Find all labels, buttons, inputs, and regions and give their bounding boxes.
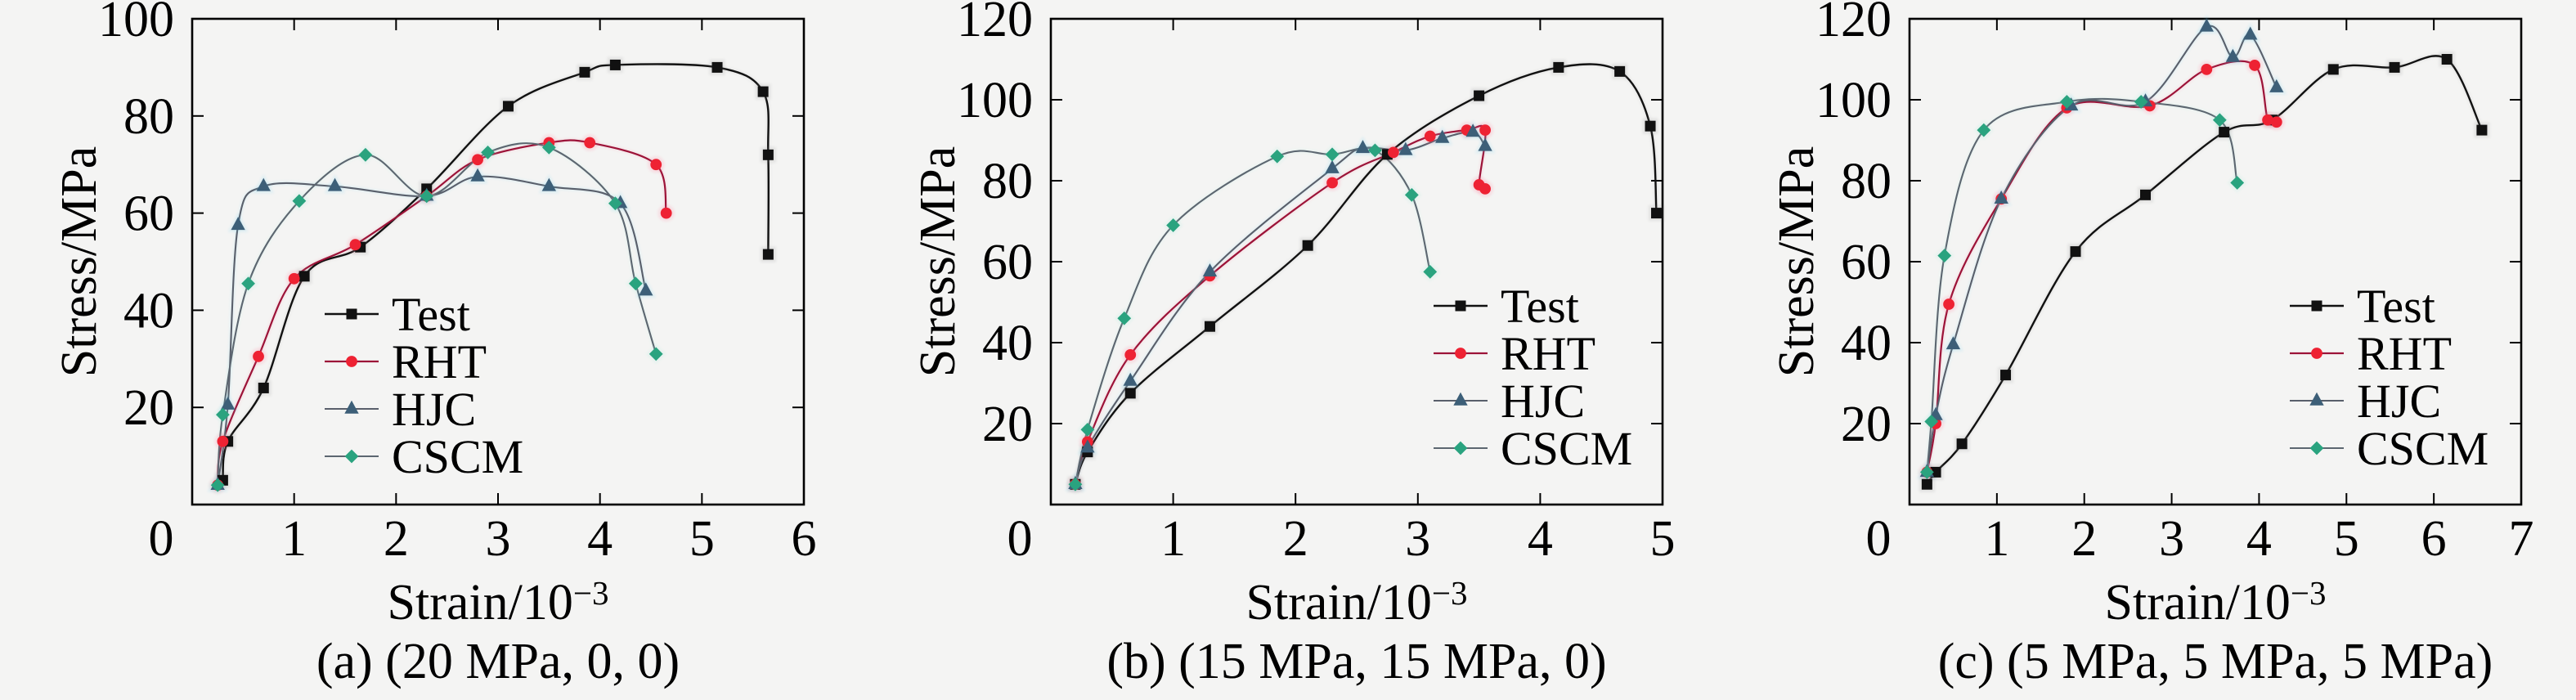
svg-text:CSCM: CSCM: [2357, 422, 2488, 475]
svg-text:RHT: RHT: [2357, 327, 2452, 380]
svg-text:RHT: RHT: [392, 335, 487, 388]
svg-text:60: 60: [123, 186, 174, 242]
svg-text:Test: Test: [2357, 280, 2435, 333]
svg-text:1: 1: [1160, 511, 1186, 567]
svg-text:20: 20: [982, 397, 1033, 452]
svg-text:0: 0: [149, 511, 174, 567]
svg-text:(a) (20 MPa, 0, 0): (a) (20 MPa, 0, 0): [316, 634, 680, 689]
svg-text:2: 2: [1283, 511, 1308, 567]
svg-text:CSCM: CSCM: [1501, 422, 1632, 475]
svg-text:6: 6: [2421, 511, 2447, 567]
svg-text:3: 3: [486, 511, 511, 567]
svg-text:5: 5: [689, 511, 715, 567]
svg-text:80: 80: [123, 89, 174, 145]
svg-text:80: 80: [982, 154, 1033, 209]
svg-text:20: 20: [1841, 397, 1892, 452]
svg-text:Stress/MPa: Stress/MPa: [1769, 146, 1824, 377]
svg-text:120: 120: [1815, 0, 1892, 47]
svg-text:3: 3: [1405, 511, 1430, 567]
svg-text:7: 7: [2509, 511, 2534, 567]
svg-text:80: 80: [1841, 154, 1892, 209]
svg-text:0: 0: [1866, 511, 1892, 567]
svg-text:5: 5: [2334, 511, 2359, 567]
svg-text:5: 5: [1650, 511, 1676, 567]
svg-text:2: 2: [2071, 511, 2097, 567]
svg-text:4: 4: [587, 511, 613, 567]
svg-text:CSCM: CSCM: [392, 430, 523, 483]
svg-text:Test: Test: [1501, 280, 1579, 333]
svg-text:(c) (5 MPa, 5 MPa, 5 MPa): (c) (5 MPa, 5 MPa, 5 MPa): [1938, 634, 2493, 689]
svg-text:40: 40: [123, 283, 174, 339]
svg-text:20: 20: [123, 380, 174, 436]
svg-text:Stress/MPa: Stress/MPa: [52, 146, 107, 377]
svg-text:40: 40: [1841, 316, 1892, 371]
svg-text:1: 1: [1984, 511, 2009, 567]
svg-text:HJC: HJC: [2357, 375, 2441, 428]
svg-text:Stress/MPa: Stress/MPa: [910, 146, 966, 377]
svg-text:(b) (15 MPa, 15 MPa, 0): (b) (15 MPa, 15 MPa, 0): [1106, 634, 1606, 689]
svg-text:3: 3: [2159, 511, 2184, 567]
svg-text:60: 60: [1841, 235, 1892, 290]
svg-text:1: 1: [281, 511, 307, 567]
svg-text:100: 100: [98, 0, 174, 47]
svg-text:60: 60: [982, 235, 1033, 290]
svg-text:100: 100: [957, 73, 1033, 128]
svg-text:2: 2: [384, 511, 409, 567]
svg-text:HJC: HJC: [392, 383, 476, 436]
svg-text:100: 100: [1815, 73, 1892, 128]
svg-text:120: 120: [957, 0, 1033, 47]
svg-text:6: 6: [792, 511, 817, 567]
svg-text:0: 0: [1008, 511, 1033, 567]
svg-text:Test: Test: [392, 288, 470, 341]
svg-text:4: 4: [1528, 511, 1553, 567]
svg-text:HJC: HJC: [1501, 375, 1585, 428]
svg-text:4: 4: [2246, 511, 2272, 567]
svg-text:40: 40: [982, 316, 1033, 371]
svg-text:RHT: RHT: [1501, 327, 1595, 380]
